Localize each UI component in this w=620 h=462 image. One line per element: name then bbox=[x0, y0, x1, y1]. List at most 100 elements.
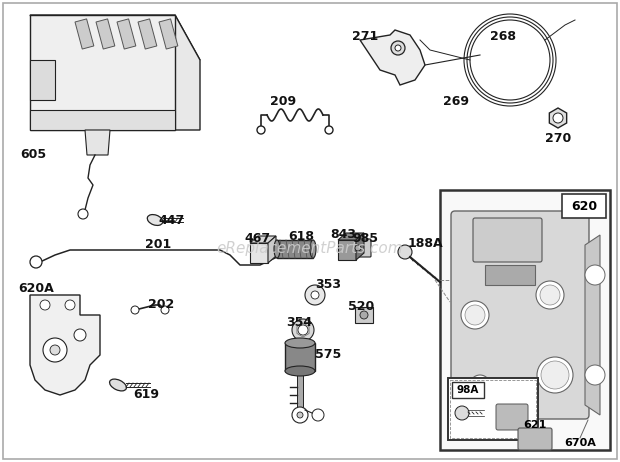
Circle shape bbox=[298, 325, 308, 335]
Text: 467: 467 bbox=[244, 232, 270, 245]
Text: 269: 269 bbox=[443, 95, 469, 108]
Polygon shape bbox=[549, 108, 567, 128]
Circle shape bbox=[541, 361, 569, 389]
Text: 270: 270 bbox=[545, 132, 571, 145]
FancyBboxPatch shape bbox=[496, 404, 528, 430]
Text: 620: 620 bbox=[571, 200, 597, 213]
Bar bbox=[117, 19, 136, 49]
Text: 271: 271 bbox=[352, 30, 378, 43]
Circle shape bbox=[161, 306, 169, 314]
Text: 98A: 98A bbox=[457, 385, 479, 395]
Bar bbox=[448, 378, 538, 440]
Circle shape bbox=[292, 407, 308, 423]
Circle shape bbox=[536, 281, 564, 309]
Polygon shape bbox=[175, 15, 200, 130]
Text: 670A: 670A bbox=[564, 438, 596, 448]
Circle shape bbox=[311, 291, 319, 299]
Polygon shape bbox=[338, 233, 364, 240]
Polygon shape bbox=[585, 235, 600, 415]
Circle shape bbox=[537, 357, 573, 393]
Ellipse shape bbox=[148, 214, 162, 225]
Circle shape bbox=[585, 365, 605, 385]
Polygon shape bbox=[356, 233, 364, 260]
Polygon shape bbox=[30, 15, 200, 60]
Circle shape bbox=[398, 245, 412, 259]
Bar bbox=[485, 265, 535, 285]
Circle shape bbox=[50, 345, 60, 355]
Text: 620A: 620A bbox=[18, 282, 54, 295]
Circle shape bbox=[461, 301, 489, 329]
Circle shape bbox=[355, 245, 361, 251]
Text: 188A: 188A bbox=[408, 237, 444, 250]
Text: 201: 201 bbox=[145, 238, 171, 251]
Polygon shape bbox=[250, 236, 276, 243]
Polygon shape bbox=[30, 295, 100, 395]
Text: 619: 619 bbox=[133, 388, 159, 401]
Polygon shape bbox=[355, 307, 373, 323]
Circle shape bbox=[360, 311, 368, 319]
FancyBboxPatch shape bbox=[473, 218, 542, 262]
Text: 353: 353 bbox=[315, 278, 341, 291]
Bar bbox=[562, 194, 606, 218]
Text: 209: 209 bbox=[270, 95, 296, 108]
Polygon shape bbox=[30, 15, 175, 130]
Polygon shape bbox=[360, 30, 425, 85]
Ellipse shape bbox=[285, 366, 315, 376]
Circle shape bbox=[305, 285, 325, 305]
Circle shape bbox=[30, 256, 42, 268]
Circle shape bbox=[540, 285, 560, 305]
Circle shape bbox=[465, 305, 485, 325]
Text: 605: 605 bbox=[20, 148, 46, 161]
Text: 520: 520 bbox=[348, 300, 374, 313]
Polygon shape bbox=[268, 236, 276, 263]
Ellipse shape bbox=[274, 240, 280, 258]
Circle shape bbox=[470, 375, 490, 395]
Bar bbox=[277, 240, 313, 258]
Circle shape bbox=[395, 45, 401, 51]
Polygon shape bbox=[297, 375, 303, 410]
Text: 575: 575 bbox=[315, 348, 341, 361]
Text: 618: 618 bbox=[288, 230, 314, 243]
Polygon shape bbox=[338, 240, 356, 260]
Bar bbox=[452, 382, 484, 398]
Bar bbox=[285, 343, 315, 371]
Text: 447: 447 bbox=[158, 214, 184, 227]
Circle shape bbox=[312, 409, 324, 421]
Circle shape bbox=[297, 412, 303, 418]
Polygon shape bbox=[30, 60, 55, 100]
Bar bbox=[450, 380, 536, 438]
Bar bbox=[159, 19, 178, 49]
FancyBboxPatch shape bbox=[518, 428, 552, 450]
Circle shape bbox=[43, 338, 67, 362]
Circle shape bbox=[74, 329, 86, 341]
Circle shape bbox=[40, 300, 50, 310]
Text: 843: 843 bbox=[330, 228, 356, 241]
Circle shape bbox=[553, 113, 563, 123]
Circle shape bbox=[257, 126, 265, 134]
Circle shape bbox=[455, 406, 469, 420]
Circle shape bbox=[391, 41, 405, 55]
Text: eReplacementParts.com: eReplacementParts.com bbox=[216, 241, 404, 255]
Polygon shape bbox=[30, 110, 175, 130]
Text: 985: 985 bbox=[352, 232, 378, 245]
Ellipse shape bbox=[285, 338, 315, 348]
Circle shape bbox=[65, 300, 75, 310]
Polygon shape bbox=[250, 243, 268, 263]
Text: 354: 354 bbox=[286, 316, 312, 329]
Bar bbox=[138, 19, 157, 49]
Circle shape bbox=[325, 126, 333, 134]
FancyBboxPatch shape bbox=[451, 211, 589, 419]
Ellipse shape bbox=[110, 379, 126, 391]
Polygon shape bbox=[85, 130, 110, 155]
Ellipse shape bbox=[310, 240, 316, 258]
Circle shape bbox=[292, 319, 314, 341]
Circle shape bbox=[78, 209, 88, 219]
Circle shape bbox=[131, 306, 139, 314]
Text: 268: 268 bbox=[490, 30, 516, 43]
Bar bbox=[440, 190, 610, 450]
Circle shape bbox=[474, 379, 486, 391]
Text: 202: 202 bbox=[148, 298, 174, 311]
FancyBboxPatch shape bbox=[351, 239, 371, 257]
Bar bbox=[75, 19, 94, 49]
Circle shape bbox=[585, 265, 605, 285]
